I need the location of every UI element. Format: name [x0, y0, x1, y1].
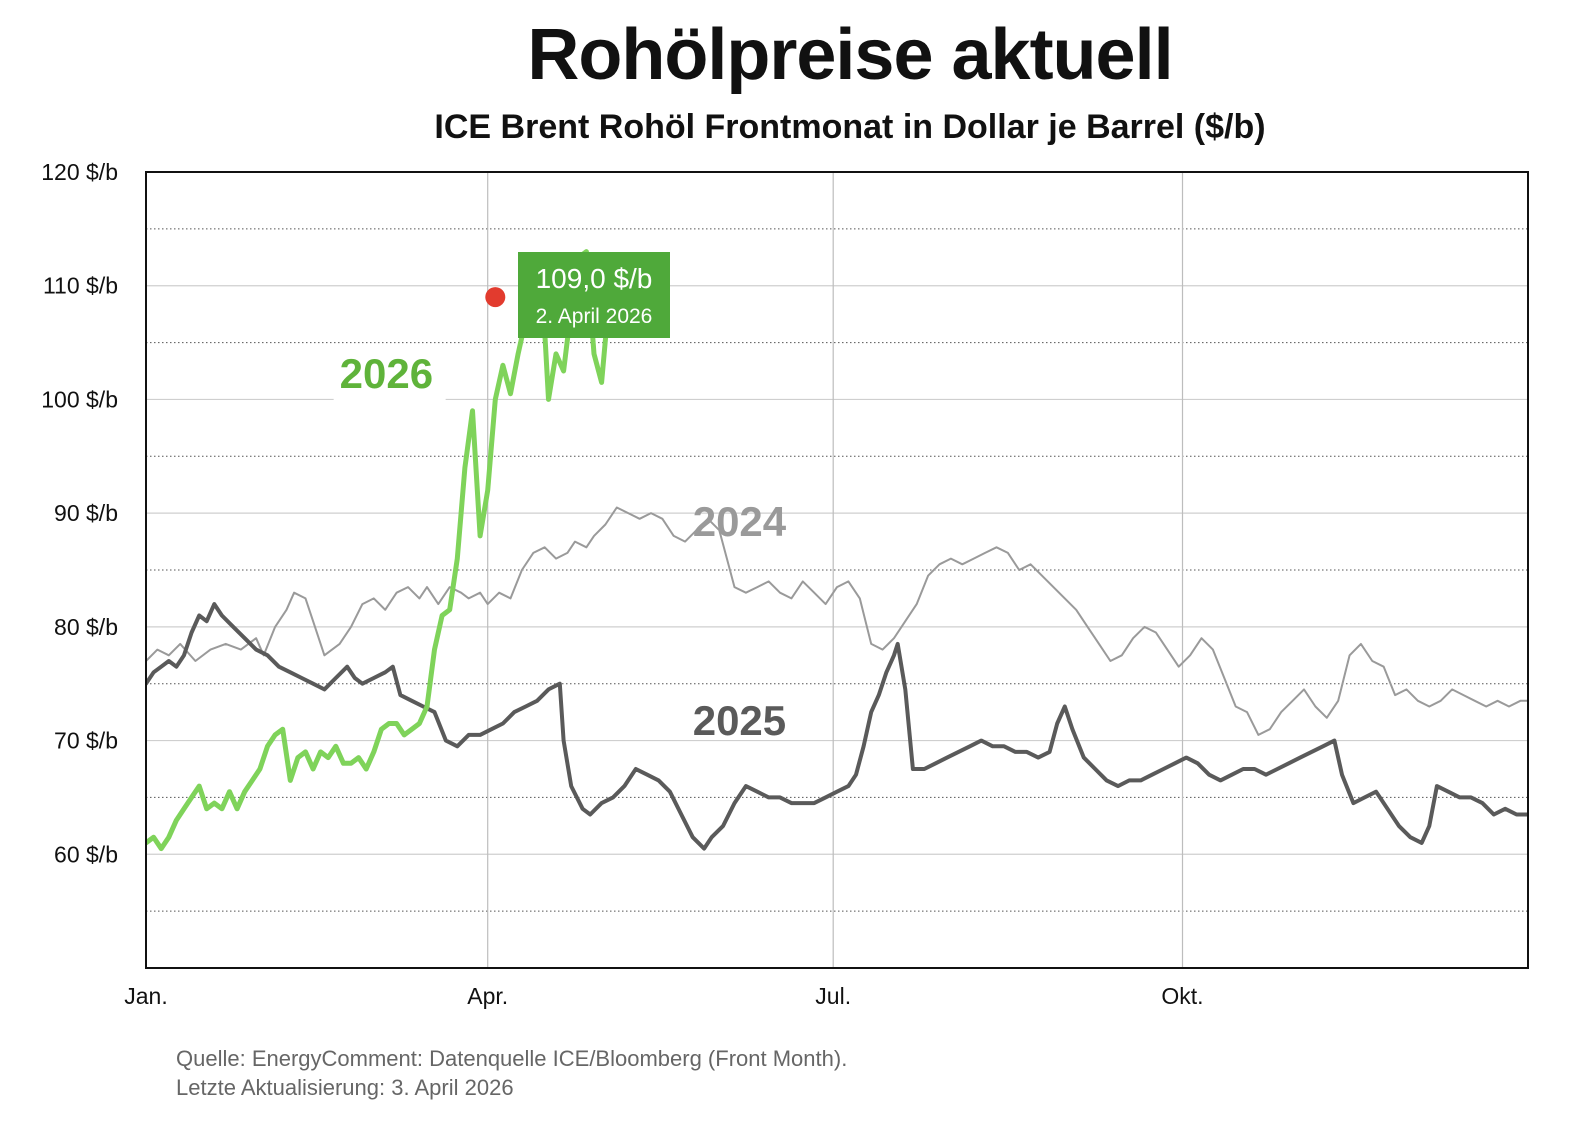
chart-svg: 60 $/b 70 $/b 80 $/b 90 $/b 100 $/b 110 $/b 12…: [41, 159, 1529, 1009]
y-tick-label: 60 $/b: [54, 841, 118, 867]
series-label-2025: 2025: [693, 697, 786, 744]
y-tick-label: 80 $/b: [54, 614, 118, 640]
y-tick-label: 90 $/b: [54, 500, 118, 526]
update-note: Letzte Aktualisierung: 3. April 2026: [176, 1075, 514, 1100]
chart-title: Rohölpreise aktuell: [527, 15, 1173, 95]
series-label-bg: [333, 348, 446, 401]
series-label-2024: 2024: [693, 498, 787, 545]
latest-value-label: 109,0 $/b: [536, 263, 653, 294]
source-note: Quelle: EnergyComment: Datenquelle ICE/B…: [176, 1046, 848, 1071]
series-line-2025: [146, 602, 1528, 851]
latest-point-marker: [485, 287, 506, 308]
x-tick-label: Apr.: [467, 983, 508, 1009]
y-tick-label: 110 $/b: [43, 273, 118, 299]
series-label-2026: 2026: [340, 350, 433, 397]
y-tick-label: 100 $/b: [41, 386, 118, 412]
series-line-2024: [146, 506, 1528, 736]
x-tick-label: Okt.: [1161, 983, 1203, 1009]
plot-border: [145, 171, 1529, 969]
latest-value-box: [518, 252, 670, 338]
x-tick-label: Jan.: [124, 983, 167, 1009]
chart-subtitle: ICE Brent Rohöl Frontmonat in Dollar je …: [434, 108, 1266, 146]
y-tick-label: 70 $/b: [54, 728, 118, 754]
y-tick-label: 120 $/b: [41, 159, 118, 185]
x-tick-label: Jul.: [815, 983, 851, 1009]
latest-date-label: 2. April 2026: [536, 305, 653, 328]
